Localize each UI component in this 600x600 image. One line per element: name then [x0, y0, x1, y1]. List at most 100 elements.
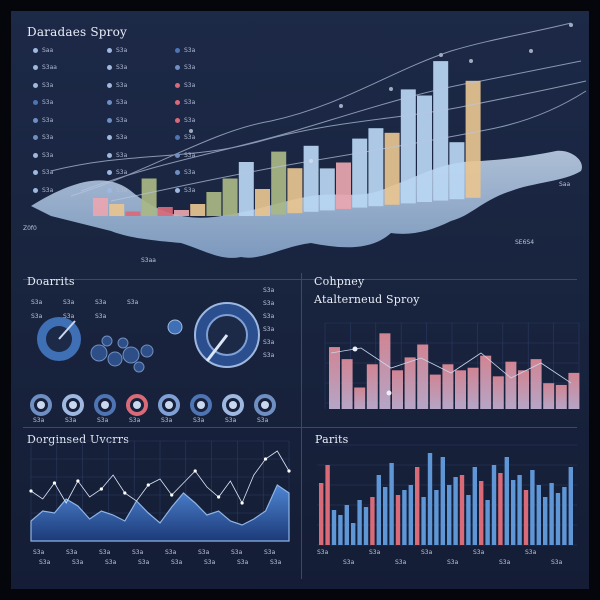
legend-item: S3a [175, 45, 195, 55]
parits-bar-6 [351, 523, 356, 545]
legend-item: S3a [175, 133, 195, 143]
legend-dot-icon [175, 117, 180, 123]
legend-dot-icon [175, 170, 180, 175]
donut-top-label: S3a [95, 313, 107, 320]
top-bar-5 [157, 207, 173, 216]
legend-item: S3a [33, 185, 53, 195]
parits-bar-19 [434, 490, 439, 545]
bars-x-label: S3a [499, 559, 511, 566]
cluster-circle-3 [122, 346, 140, 364]
parits-bar-21 [447, 485, 452, 545]
parits-bar-33 [523, 490, 529, 545]
parits-bar-28 [491, 465, 497, 545]
legend-label: S3a [42, 81, 54, 89]
legend-dot-icon [175, 65, 180, 70]
area-x-sublabel: S3a [171, 559, 183, 566]
legend-dot-icon [107, 135, 112, 140]
donut-top-label: S3a [95, 299, 107, 306]
trend-point-3 [389, 87, 393, 91]
top-bar-1 [93, 198, 108, 216]
parits-bar-39 [562, 487, 567, 545]
mini-donut-label: S3a [161, 417, 173, 424]
legend-item: S3a [107, 168, 127, 178]
legend-dot-icon [33, 47, 38, 53]
cluster-circle-6 [101, 335, 113, 347]
mini-donut-core-8 [261, 401, 269, 409]
legend-label: S3a [116, 186, 128, 194]
parits-bar-35 [536, 485, 541, 545]
parits-bar-23 [459, 475, 465, 545]
gauge-left-needle [58, 320, 76, 340]
legend-item: S3a [107, 185, 127, 195]
parits-bar-22 [453, 477, 458, 545]
mini-donut-label: S3a [65, 417, 77, 424]
legend-item: S3a [107, 98, 127, 108]
donut-right-label: S3a [263, 326, 275, 333]
top-bar-13 [287, 168, 303, 214]
bars-x-label: S3a [317, 549, 329, 556]
legend-item: S3a [107, 115, 127, 125]
top-bar-12 [271, 151, 287, 215]
legend-item: S3a [33, 98, 53, 108]
top-bar-17 [352, 138, 368, 208]
parits-bar-4 [338, 515, 343, 545]
small-gauge [167, 319, 183, 335]
bars-x-label: S3a [343, 559, 355, 566]
mini-donut-core-5 [165, 401, 173, 409]
legend-label: Saa [42, 46, 54, 54]
legend-item: S3a [175, 150, 195, 160]
area-x-label: S3a [99, 549, 111, 556]
donut-panel [30, 302, 276, 416]
parits-bar-31 [511, 480, 516, 545]
legend-item: S3a [107, 133, 127, 143]
bars-x-label: S3a [473, 549, 485, 556]
legend-dot-icon [33, 117, 38, 123]
mini-donut-label: S3a [33, 417, 45, 424]
line-point-17 [217, 495, 221, 499]
trend-line-4 [50, 80, 587, 172]
parits-bar-1 [319, 483, 324, 545]
parits-bar-9 [370, 497, 375, 545]
donut-right-label: S3a [263, 313, 275, 320]
legend-dot-icon [107, 100, 112, 105]
legend-label: S3a [42, 151, 54, 159]
company-point [352, 346, 358, 352]
parits-bar-2 [325, 465, 330, 545]
parits-bar-24 [466, 495, 471, 545]
area-x-label: S3a [33, 549, 45, 556]
legend-dot-icon [175, 47, 180, 53]
area-x-label: S3a [165, 549, 177, 556]
trend-point-8 [309, 159, 313, 163]
parits-bar-10 [376, 475, 381, 545]
legend-dot-icon [175, 82, 180, 88]
parits-bar-37 [549, 483, 554, 545]
company-bar-3 [354, 387, 366, 409]
legend-item: Saa [33, 45, 53, 55]
legend-dot-icon [175, 187, 180, 193]
area-title: Dorginsed Uvcrrs [27, 433, 130, 446]
area-x-sublabel: S3a [138, 559, 150, 566]
donut-right-label: S3a [263, 352, 275, 359]
parits-bar-36 [543, 497, 548, 545]
trend-point-2 [339, 104, 343, 108]
mini-donut-7 [222, 394, 244, 416]
company-bar-9 [429, 374, 441, 409]
top-bar-4 [141, 178, 157, 216]
area-x-sublabel: S3a [39, 559, 51, 566]
bottom-left-label: Z0f0 [23, 225, 37, 232]
area-x-label: S3a [264, 549, 276, 556]
parits-bar-18 [427, 453, 433, 545]
trend-point-5 [469, 59, 473, 63]
company-bar-12 [467, 367, 479, 409]
parits-bar-16 [415, 467, 420, 545]
area-x-label: S3a [231, 549, 243, 556]
line-series-2 [30, 450, 290, 504]
legend-label: S3a [116, 81, 128, 89]
parits-bar-14 [402, 490, 407, 545]
legend-dot-icon [175, 135, 180, 140]
donut-top-label: S3a [31, 313, 43, 320]
parits-bar-chart [317, 444, 577, 546]
divider-h1 [23, 279, 577, 280]
top-bar-10 [238, 162, 254, 216]
line-point-11 [146, 483, 150, 487]
